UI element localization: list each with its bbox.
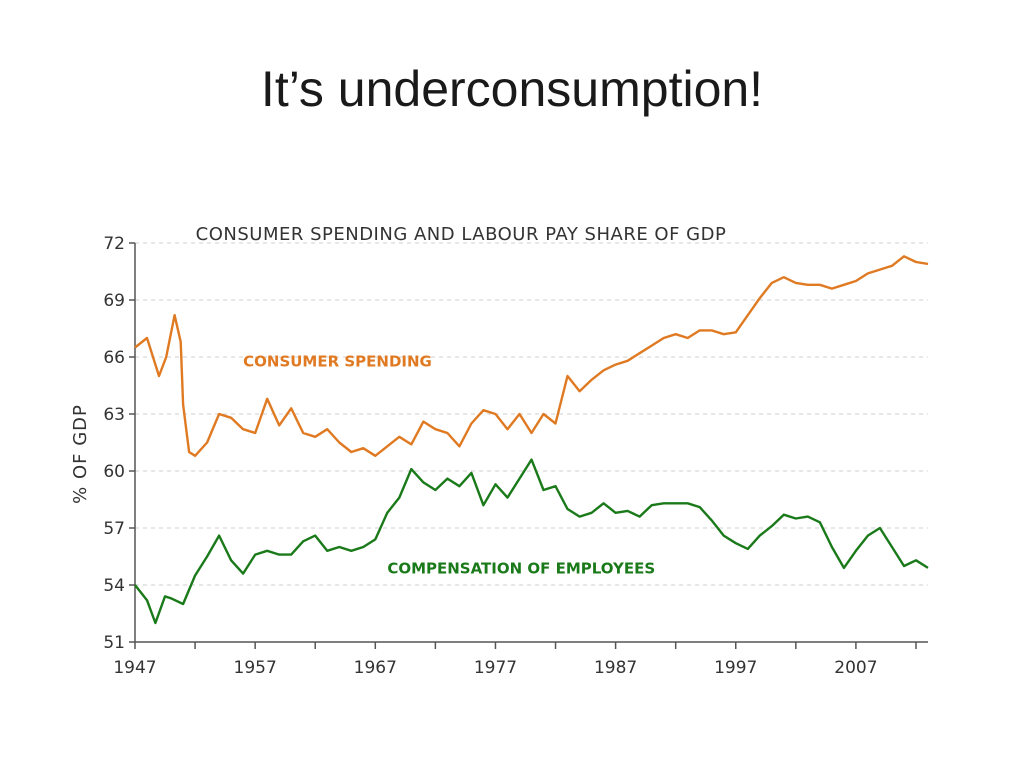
y-axis-label: % OF GDP: [70, 404, 91, 504]
x-tick-label: 1987: [594, 658, 637, 678]
chart-title: CONSUMER SPENDING AND LABOUR PAY SHARE O…: [196, 224, 727, 245]
annotations: CONSUMER SPENDING COMPENSATION OF EMPLOYE…: [243, 353, 655, 578]
slide-title: It’s underconsumption!: [260, 61, 764, 117]
x-tick-label: 1947: [113, 658, 156, 678]
consumer-spending-label: CONSUMER SPENDING: [243, 353, 432, 371]
y-tick-label: 72: [103, 234, 125, 254]
consumer-spending-line: [134, 255, 929, 458]
line-chart: CONSUMER SPENDING AND LABOUR PAY SHARE O…: [60, 210, 940, 700]
x-tick-label: 1957: [234, 658, 277, 678]
series-lines: [134, 255, 929, 625]
x-tick-label: 1997: [714, 658, 757, 678]
chart-container: CONSUMER SPENDING AND LABOUR PAY SHARE O…: [60, 210, 940, 700]
y-tick-label: 69: [103, 291, 125, 311]
y-tick-label: 60: [103, 462, 125, 482]
y-tick-label: 54: [103, 576, 125, 596]
y-tick-label: 66: [103, 348, 125, 368]
axes: 51 54 57 60 63 66 69 72 1947 1957 1967 1977 1987 1997…: [103, 234, 928, 678]
x-tick-label: 1967: [354, 658, 397, 678]
y-tick-label: 57: [103, 519, 125, 539]
compensation-label: COMPENSATION OF EMPLOYEES: [387, 560, 655, 578]
y-tick-label: 63: [103, 405, 125, 425]
compensation-line: [134, 458, 929, 625]
x-tick-label: 2007: [834, 658, 877, 678]
y-tick-label: 51: [103, 633, 125, 653]
x-tick-label: 1977: [474, 658, 517, 678]
chart-background: [60, 210, 940, 700]
